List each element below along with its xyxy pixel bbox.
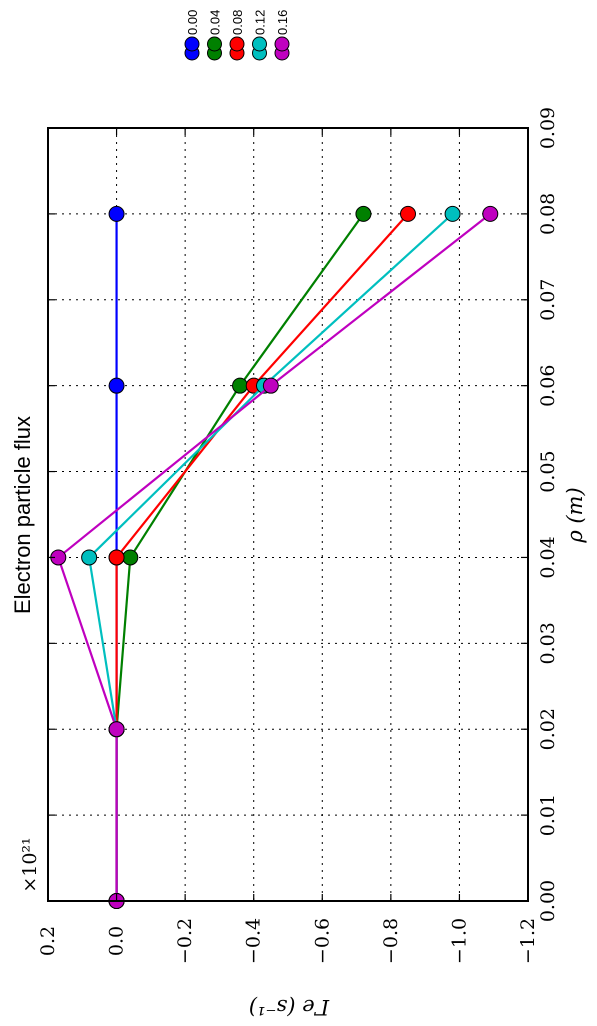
legend-marker	[229, 36, 245, 52]
x-tick-label: 0.03	[537, 622, 559, 664]
data-point-0.04	[355, 205, 372, 222]
x-tick-label: 0.01	[537, 794, 559, 836]
legend-label: 0.04	[208, 10, 223, 35]
x-tick-label: 0.08	[537, 193, 559, 235]
data-point-0.12	[81, 549, 98, 566]
x-tick-label: 0.06	[537, 365, 559, 407]
chart-title: Electron particle flux	[10, 416, 35, 614]
legend-marker	[207, 36, 222, 52]
y-tick-label: 0.0	[106, 926, 128, 956]
data-point-0.12	[444, 205, 461, 222]
y-tick-label: −1.0	[448, 918, 470, 964]
legend-marker	[252, 36, 267, 52]
legend-label: 0.12	[253, 10, 268, 35]
data-point-0.04	[232, 377, 248, 394]
plot-frame	[47, 127, 529, 902]
data-point-0.00	[108, 377, 125, 394]
x-tick-label: 0.02	[537, 708, 559, 750]
data-point-0.16	[482, 205, 499, 222]
tick-layer: 0.00 0.01 0.02 0.03 0.04 0.05 0.06 0.07 0.08 0.09…	[37, 107, 559, 964]
series-layer	[50, 205, 499, 909]
y-tick-label: −1.2	[517, 918, 539, 964]
x-tick-label: 0.07	[537, 279, 559, 321]
x-axis-label: ρ (m)	[563, 487, 587, 543]
x-tick-label: 0.04	[537, 536, 559, 578]
data-point-0.16	[262, 377, 279, 394]
data-point-0.16	[108, 721, 125, 738]
y-tick-label: 0.2	[37, 926, 59, 956]
y-multiplier: ×10²¹	[19, 837, 41, 892]
data-point-0.08	[400, 205, 416, 222]
grid-lines	[48, 128, 528, 901]
data-point-0.08	[108, 549, 125, 566]
data-point-0.04	[122, 549, 139, 566]
x-tick-label: 0.09	[537, 107, 559, 149]
y-tick-label: −0.8	[380, 918, 402, 964]
y-axis-label: Γe (s⁻¹)	[249, 995, 330, 1019]
data-point-0.00	[108, 205, 125, 222]
legend: 0.00 0.04 0.08 0.12 0.16	[184, 10, 290, 61]
legend-label: 0.08	[230, 10, 245, 35]
x-tick-label: 0.00	[537, 880, 559, 922]
legend-marker	[184, 36, 200, 52]
y-tick-label: −0.4	[243, 918, 265, 964]
legend-label: 0.00	[185, 10, 200, 35]
y-tick-label: −0.2	[174, 918, 196, 964]
legend-label: 0.16	[275, 10, 290, 35]
legend-marker	[274, 36, 290, 52]
x-tick-label: 0.05	[537, 450, 559, 492]
y-tick-label: −0.6	[311, 918, 333, 964]
